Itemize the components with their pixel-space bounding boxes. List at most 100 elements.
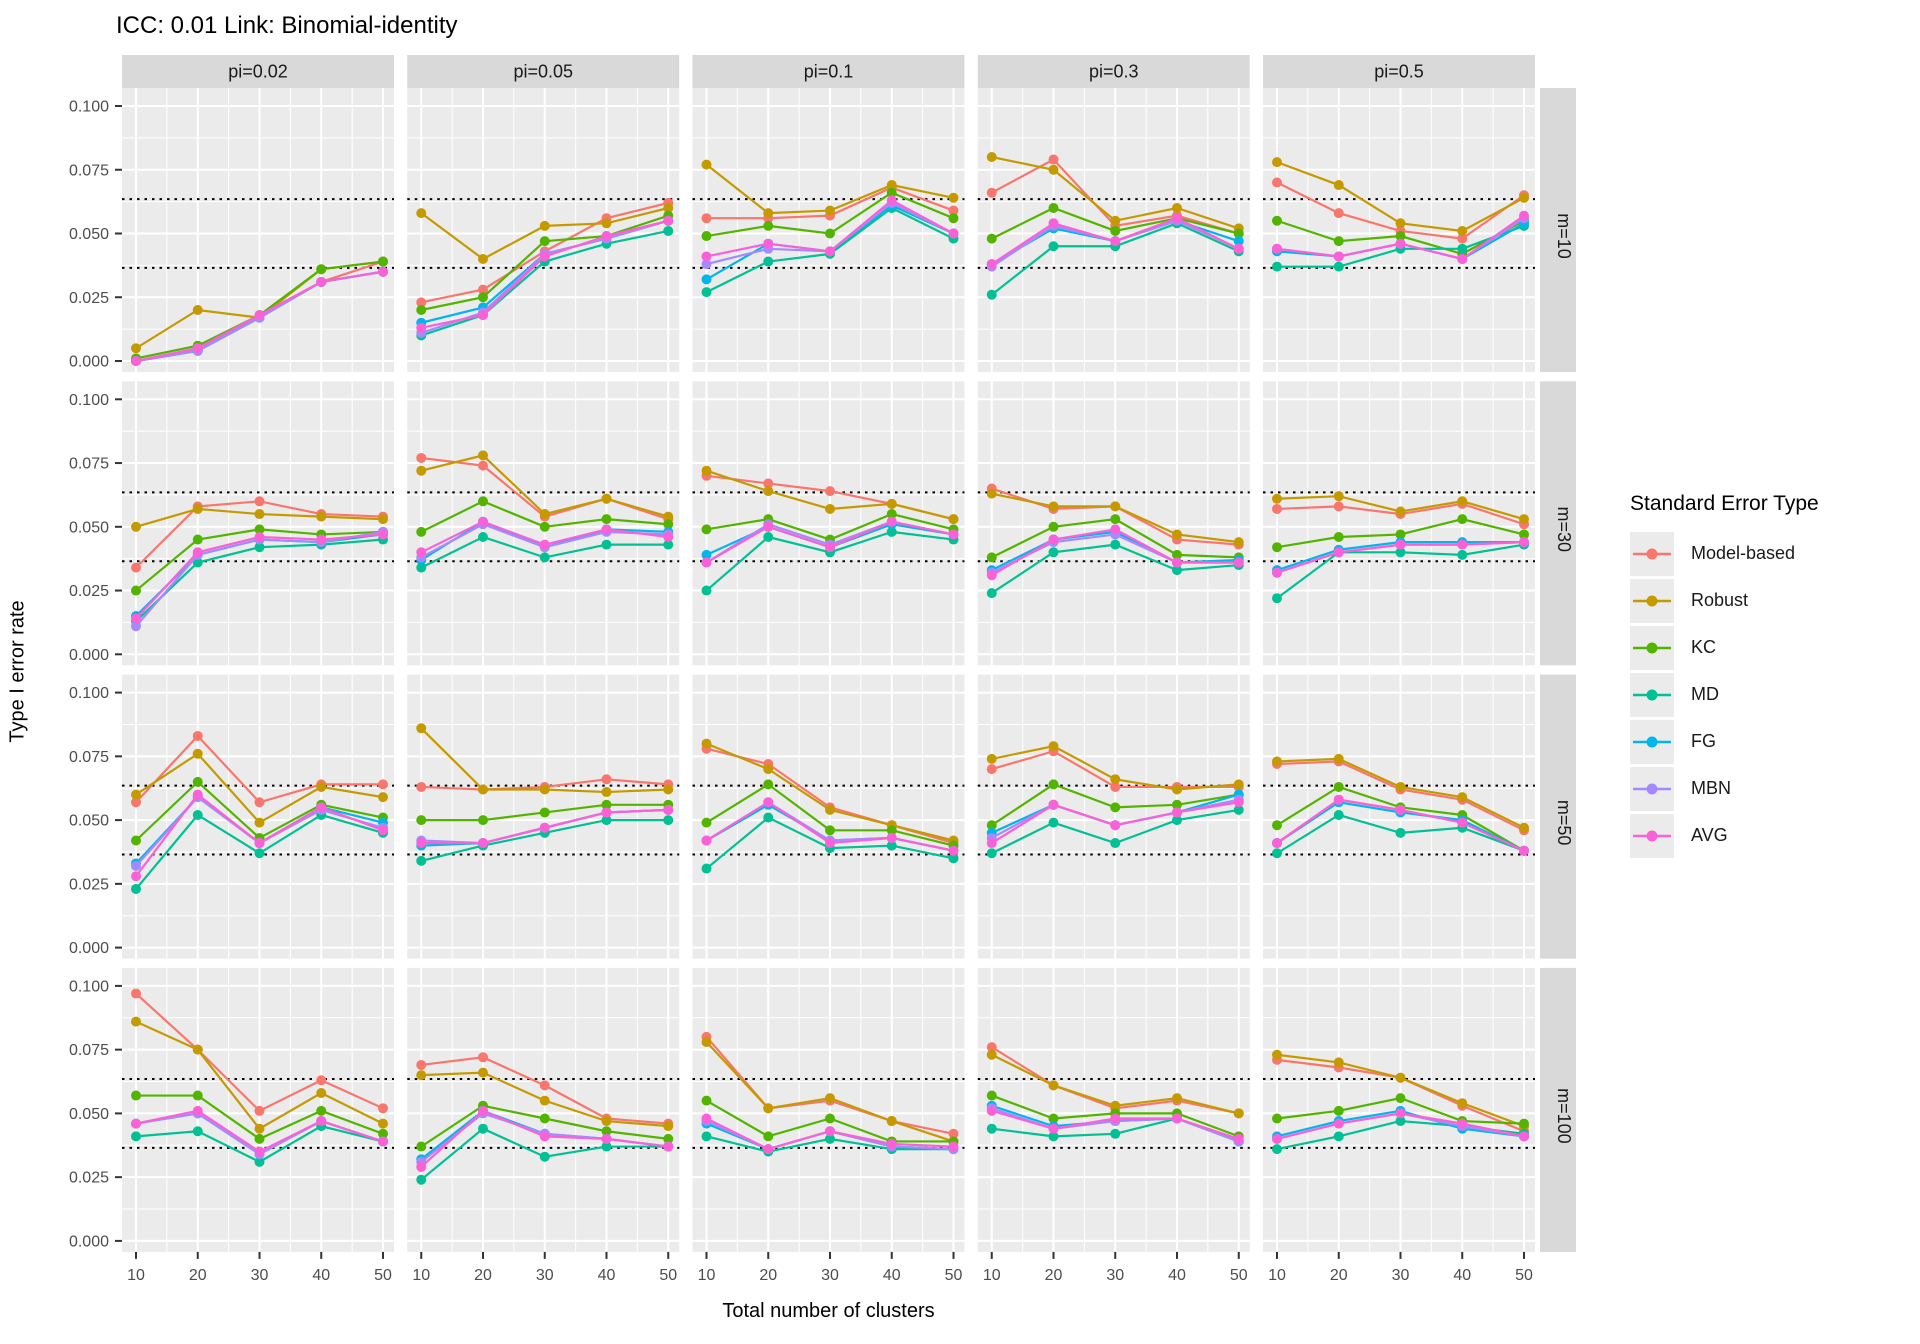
series-point-Robust	[701, 159, 712, 170]
series-point-AVG	[1395, 238, 1406, 249]
series-point-Robust	[886, 180, 897, 191]
series-point-MD	[825, 1133, 835, 1144]
series-point-AVG	[701, 557, 712, 568]
series-point-Robust	[378, 514, 388, 525]
series-point-KC	[1333, 781, 1344, 792]
x-tick-label: 10	[412, 1267, 430, 1284]
series-point-KC	[1333, 236, 1344, 247]
series-point-MD	[601, 815, 612, 826]
series-point-Robust	[701, 465, 712, 476]
series-point-Robust	[416, 1070, 427, 1081]
series-point-MD	[1110, 1128, 1121, 1139]
legend-entry-label: Model-based	[1691, 543, 1796, 563]
series-point-AVG	[763, 238, 774, 249]
facet-row-strip	[1540, 967, 1576, 1252]
series-point-KC	[1172, 549, 1182, 560]
legend-entry-MBN: MBN	[1630, 765, 1918, 812]
series-point-Robust	[478, 450, 488, 461]
facet-col-label: pi=0.3	[1089, 62, 1139, 82]
series-point-KC	[1048, 779, 1059, 790]
series-point-AVG	[131, 356, 141, 366]
series-point-KC	[1272, 215, 1282, 226]
series-point-AVG	[1233, 797, 1244, 808]
series-point-Robust	[1048, 1080, 1059, 1091]
series-point-AVG	[478, 310, 488, 321]
series-point-KC	[986, 1090, 997, 1101]
y-tick-label: 0.100	[69, 99, 109, 116]
series-point-Model-based	[192, 730, 203, 741]
series-point-AVG	[378, 529, 388, 540]
series-point-Robust	[1048, 741, 1059, 752]
series-point-Robust	[1457, 496, 1468, 507]
series-point-MD	[701, 1131, 712, 1142]
series-point-Robust	[825, 1093, 835, 1104]
series-point-Robust	[763, 486, 774, 497]
series-point-KC	[1272, 820, 1282, 831]
series-point-AVG	[763, 521, 774, 532]
series-point-Robust	[986, 152, 997, 162]
series-point-MD	[254, 848, 265, 859]
series-point-Robust	[663, 203, 674, 213]
series-point-Robust	[825, 804, 835, 815]
series-point-Robust	[1172, 203, 1182, 213]
series-point-AVG	[1272, 1133, 1282, 1144]
y-tick-label: 0.025	[69, 290, 109, 307]
series-point-MD	[1395, 827, 1406, 838]
facet-row-strip	[1540, 381, 1576, 666]
series-point-Model-based	[131, 562, 141, 573]
series-point-AVG	[1519, 845, 1529, 856]
series-point-Robust	[1519, 822, 1529, 833]
series-point-Model-based	[1333, 208, 1344, 219]
x-tick-label: 10	[983, 1267, 1001, 1284]
series-point-Robust	[825, 205, 835, 216]
series-point-AVG	[1110, 524, 1121, 535]
series-point-FG	[1233, 236, 1244, 247]
series-point-MD	[1110, 539, 1121, 550]
series-point-KC	[539, 1113, 550, 1124]
legend-entry-label: KC	[1691, 637, 1717, 657]
series-point-Robust	[131, 343, 141, 354]
facet-col-strip	[692, 55, 965, 88]
x-tick-label: 10	[1268, 1267, 1286, 1284]
series-point-Robust	[539, 220, 550, 231]
series-point-Robust	[763, 764, 774, 775]
series-point-KC	[1048, 1113, 1059, 1124]
series-point-AVG	[1048, 799, 1059, 810]
series-point-AVG	[948, 1141, 959, 1152]
series-point-Robust	[1048, 164, 1059, 175]
series-point-Model-based	[1110, 781, 1121, 792]
series-point-Model-based	[948, 205, 959, 216]
series-point-AVG	[254, 532, 265, 542]
series-point-MD	[986, 289, 997, 300]
x-tick-label: 30	[1106, 1267, 1124, 1284]
chart-title: ICC: 0.01 Link: Binomial-identity	[116, 12, 458, 39]
series-point-AVG	[886, 832, 897, 843]
series-point-AVG	[539, 822, 550, 833]
series-point-MD	[1395, 1116, 1406, 1127]
series-point-KC	[416, 815, 427, 826]
series-point-Robust	[601, 493, 612, 504]
series-point-MD	[1272, 261, 1282, 272]
x-tick-label: 50	[945, 1267, 963, 1284]
series-point-MD	[192, 1126, 203, 1137]
series-point-AVG	[1333, 794, 1344, 805]
y-tick-label: 0.000	[69, 1233, 109, 1250]
series-point-KC	[478, 292, 488, 303]
series-point-AVG	[601, 1133, 612, 1144]
series-point-MD	[131, 883, 141, 894]
series-point-KC	[886, 187, 897, 198]
series-point-MD	[663, 815, 674, 826]
x-tick-label: 20	[759, 1267, 777, 1284]
series-point-KC	[316, 264, 327, 275]
series-point-Robust	[539, 509, 550, 520]
series-point-KC	[763, 1131, 774, 1142]
series-point-AVG	[948, 529, 959, 540]
series-point-KC	[1048, 203, 1059, 213]
series-point-Robust	[316, 1088, 327, 1098]
series-point-MD	[416, 1174, 427, 1185]
x-tick-label: 30	[1392, 1267, 1410, 1284]
series-point-MD	[1048, 547, 1059, 558]
series-point-Model-based	[478, 284, 488, 295]
series-point-Model-based	[986, 764, 997, 775]
